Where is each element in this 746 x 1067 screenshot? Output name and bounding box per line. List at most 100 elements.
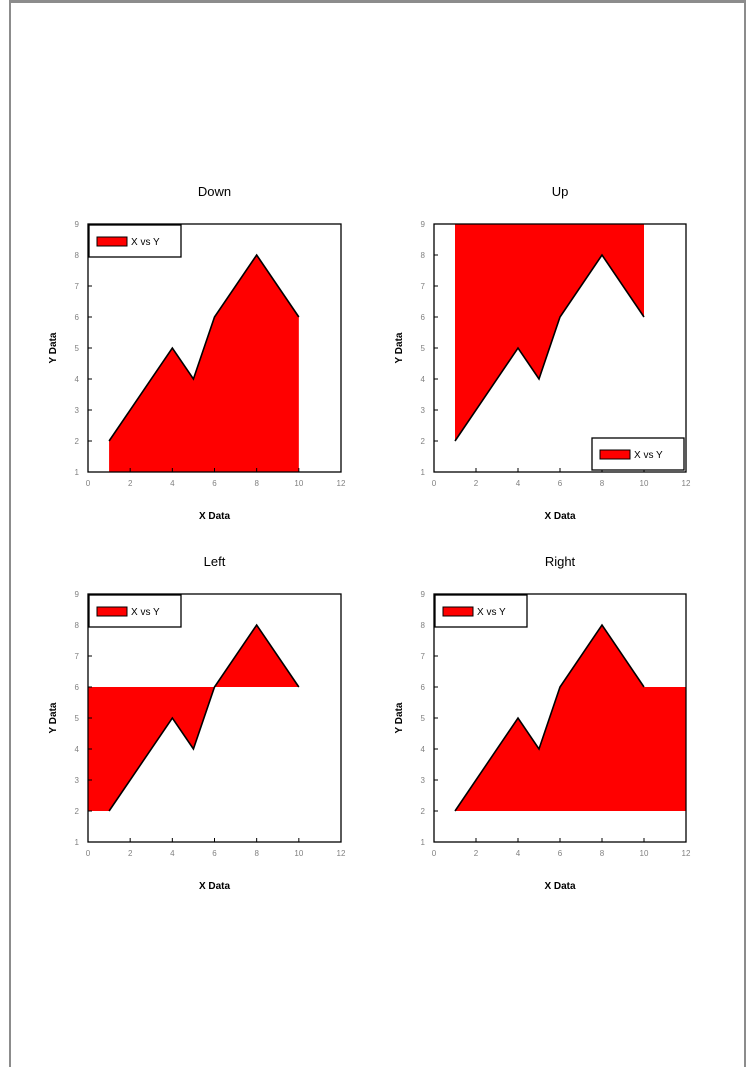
- x-tick-label: 2: [128, 849, 133, 858]
- page-top-edge: [9, 0, 746, 3]
- x-tick-label: 6: [558, 849, 563, 858]
- x-tick-label: 4: [170, 849, 175, 858]
- y-tick-label: 4: [75, 745, 80, 754]
- area-fill: [88, 625, 299, 811]
- x-tick-label: 10: [640, 849, 649, 858]
- legend-label: X vs Y: [477, 607, 506, 618]
- series-line: [454, 253, 645, 442]
- x-axis-label: X Data: [544, 511, 576, 522]
- legend: X vs Y: [434, 594, 528, 628]
- y-tick-label: 6: [75, 683, 80, 692]
- x-tick-label: 0: [86, 849, 91, 858]
- y-tick-label: 2: [421, 807, 426, 816]
- chart-title: Left: [204, 554, 226, 569]
- x-tick-label: 8: [600, 479, 605, 488]
- series-line: [454, 623, 645, 812]
- legend-swatch: [599, 449, 631, 460]
- x-tick-label: 10: [294, 849, 303, 858]
- x-tick-label: 10: [640, 479, 649, 488]
- y-tick-label: 9: [421, 220, 426, 229]
- legend: X vs Y: [88, 594, 182, 628]
- x-tick-label: 12: [337, 479, 346, 488]
- y-tick-label: 1: [75, 468, 80, 477]
- x-axis-label: X Data: [199, 511, 231, 522]
- x-tick-label: 8: [254, 849, 259, 858]
- x-axis-label: X Data: [199, 881, 231, 892]
- y-axis-label: Y Data: [394, 702, 405, 733]
- legend: X vs Y: [88, 224, 182, 258]
- y-tick-label: 2: [75, 437, 80, 446]
- area-fill: [455, 625, 686, 811]
- y-axis-label: Y Data: [48, 702, 59, 733]
- y-tick-label: 9: [421, 590, 426, 599]
- y-tick-label: 9: [75, 590, 80, 599]
- x-tick-label: 0: [432, 849, 437, 858]
- y-tick-label: 7: [421, 652, 426, 661]
- y-tick-label: 3: [75, 776, 80, 785]
- y-tick-label: 6: [421, 313, 426, 322]
- y-tick-label: 4: [421, 745, 426, 754]
- y-axis-label: Y Data: [48, 332, 59, 363]
- y-tick-label: 7: [75, 282, 80, 291]
- y-tick-label: 8: [75, 251, 80, 260]
- x-tick-label: 2: [474, 849, 479, 858]
- legend-swatch: [442, 606, 474, 617]
- page-right-edge: [744, 3, 746, 1067]
- y-tick-label: 1: [421, 838, 426, 847]
- y-tick-label: 5: [75, 344, 80, 353]
- y-tick-label: 6: [75, 313, 80, 322]
- y-tick-label: 3: [421, 406, 426, 415]
- x-tick-label: 8: [600, 849, 605, 858]
- y-tick-label: 1: [421, 468, 426, 477]
- x-tick-label: 2: [128, 479, 133, 488]
- y-tick-label: 4: [75, 375, 80, 384]
- x-tick-label: 4: [516, 479, 521, 488]
- series-line: [108, 623, 300, 812]
- y-tick-label: 2: [421, 437, 426, 446]
- x-tick-label: 0: [432, 479, 437, 488]
- area-fill: [109, 255, 299, 472]
- y-tick-label: 8: [75, 621, 80, 630]
- x-tick-label: 10: [294, 479, 303, 488]
- y-tick-label: 6: [421, 683, 426, 692]
- y-tick-label: 5: [421, 344, 426, 353]
- legend-label: X vs Y: [131, 237, 160, 248]
- y-axis-label: Y Data: [394, 332, 405, 363]
- y-tick-label: 7: [75, 652, 80, 661]
- x-tick-label: 12: [682, 849, 691, 858]
- x-tick-label: 0: [86, 479, 91, 488]
- page-left-edge: [0, 0, 11, 1067]
- x-tick-label: 6: [212, 849, 217, 858]
- y-tick-label: 3: [75, 406, 80, 415]
- y-tick-label: 2: [75, 807, 80, 816]
- chart-title: Down: [198, 184, 231, 199]
- y-tick-label: 8: [421, 251, 426, 260]
- legend-swatch: [96, 606, 128, 617]
- legend: X vs Y: [591, 437, 685, 471]
- x-tick-label: 2: [474, 479, 479, 488]
- y-tick-label: 5: [75, 714, 80, 723]
- x-tick-label: 12: [337, 849, 346, 858]
- x-tick-label: 6: [558, 479, 563, 488]
- y-tick-label: 3: [421, 776, 426, 785]
- legend-label: X vs Y: [634, 450, 663, 461]
- y-tick-label: 8: [421, 621, 426, 630]
- x-tick-label: 8: [254, 479, 259, 488]
- series-line: [108, 253, 300, 442]
- x-tick-label: 4: [170, 479, 175, 488]
- x-tick-label: 6: [212, 479, 217, 488]
- x-tick-label: 12: [682, 479, 691, 488]
- chart-title: Up: [552, 184, 569, 199]
- area-fill: [455, 224, 644, 441]
- y-tick-label: 1: [75, 838, 80, 847]
- y-tick-label: 9: [75, 220, 80, 229]
- y-tick-label: 4: [421, 375, 426, 384]
- chart-title: Right: [545, 554, 576, 569]
- y-tick-label: 5: [421, 714, 426, 723]
